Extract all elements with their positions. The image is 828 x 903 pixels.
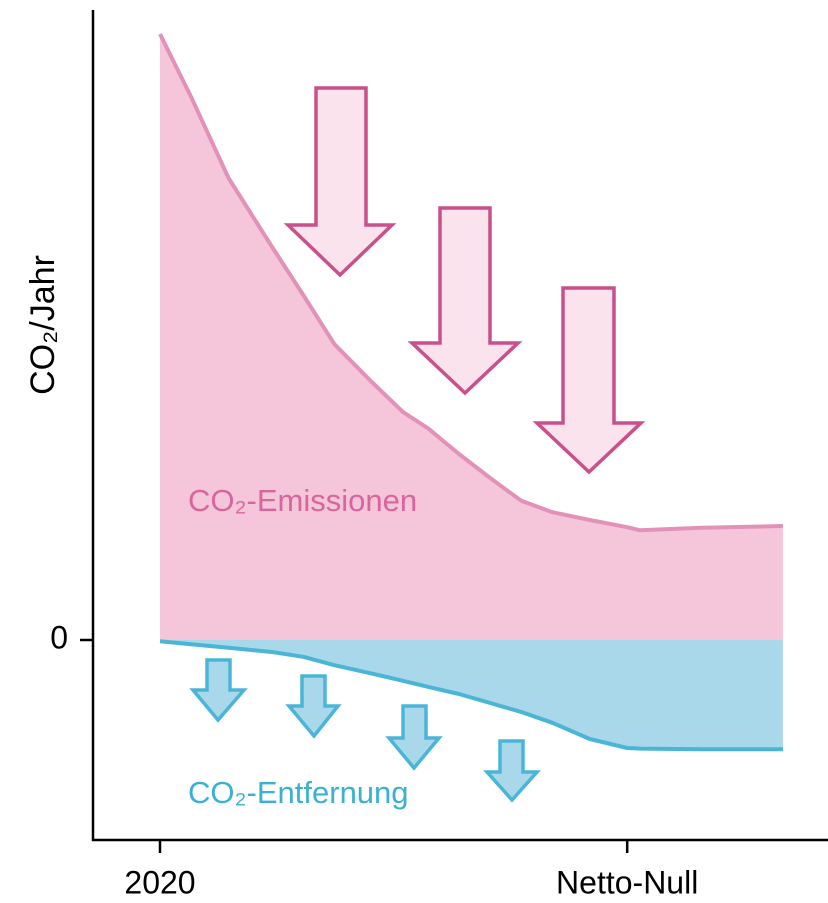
area-line xyxy=(159,639,783,752)
removal-arrows xyxy=(189,658,541,803)
series-label: CO₂-Entfernung xyxy=(188,775,409,810)
arrow xyxy=(283,86,397,278)
area-fill xyxy=(159,640,783,750)
area-line xyxy=(158,33,783,533)
arrow xyxy=(285,674,342,739)
area-fill xyxy=(159,34,783,640)
x-tick-label: 2020 xyxy=(124,864,195,900)
arrow xyxy=(385,704,443,771)
arrow xyxy=(532,286,646,475)
y-tick-label: 0 xyxy=(50,619,68,655)
plot-area xyxy=(158,33,783,752)
arrow xyxy=(189,658,248,723)
arrow xyxy=(483,739,541,803)
series-label: CO₂-Emissionen xyxy=(188,483,417,518)
x-tick-label: Netto-Null xyxy=(556,864,698,900)
arrow xyxy=(407,206,523,396)
y-axis-label: CO₂/Jahr xyxy=(24,255,62,395)
emission-arrows xyxy=(283,86,646,475)
